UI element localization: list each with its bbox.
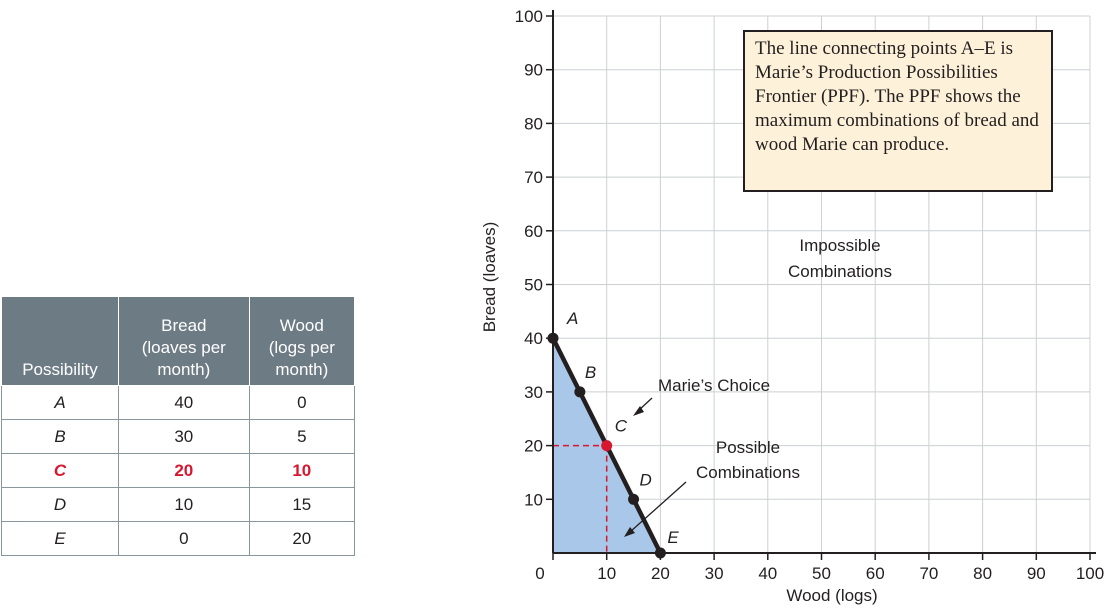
point-b	[574, 386, 586, 398]
choice-label: Marie’s Choice	[658, 376, 770, 395]
header-possibility: Possibility	[1, 296, 119, 386]
x-tick-label: 50	[812, 564, 831, 583]
point-label-a: A	[566, 309, 578, 328]
y-tick-label: 40	[524, 329, 543, 348]
x-tick-label: 70	[919, 564, 938, 583]
table-row: A 40 0	[1, 385, 356, 420]
x-tick-label: 30	[705, 564, 724, 583]
y-tick-label: 90	[524, 61, 543, 80]
possible-label-line1: Possible	[716, 438, 780, 457]
data-points: A B C D E	[547, 309, 679, 559]
x-axis-label: Wood (logs)	[786, 586, 877, 605]
ppf-note-box: The line connecting points A–E is Marie’…	[743, 30, 1053, 192]
table-row-highlighted: C 20 10	[1, 453, 356, 488]
x-tick-label: 20	[651, 564, 670, 583]
cell-bread: 10	[118, 487, 250, 522]
x-tick-label: 90	[1027, 564, 1046, 583]
point-d	[628, 493, 640, 505]
point-label-b: B	[585, 363, 596, 382]
x-tick-label: 40	[758, 564, 777, 583]
ppf-note-text: The line connecting points A–E is Marie’…	[755, 38, 1039, 155]
possible-arrow	[624, 481, 687, 537]
cell-wood: 15	[248, 487, 356, 522]
table-row: D 10 15	[1, 487, 356, 522]
x-tick-label: 100	[1076, 564, 1104, 583]
cell-wood: 20	[248, 521, 356, 556]
cell-bread: 30	[118, 419, 250, 454]
impossible-label-line1: Impossible	[799, 236, 880, 255]
cell-possibility: C	[1, 453, 119, 488]
table-row: E 0 20	[1, 521, 356, 556]
y-tick-label: 20	[524, 437, 543, 456]
y-axis-label: Bread (loaves)	[480, 222, 499, 333]
possible-label-line2: Combinations	[696, 463, 800, 482]
y-tick-label: 10	[524, 490, 543, 509]
header-wood: Wood (logs per month)	[248, 296, 356, 386]
point-label-c: C	[615, 417, 628, 436]
choice-arrow	[633, 397, 653, 416]
chosen-point-guides	[553, 444, 608, 553]
x-tick-label: 80	[973, 564, 992, 583]
impossible-label-line2: Combinations	[788, 262, 892, 281]
point-label-e: E	[667, 528, 679, 547]
tick-labels: 0 10 20 30 40 50 60 70 80 90 100 10 20 30 40 50 60 70 80 90…	[515, 7, 1105, 583]
point-e	[654, 547, 666, 559]
point-c	[601, 440, 613, 452]
y-tick-label: 50	[524, 276, 543, 295]
y-tick-label: 30	[524, 383, 543, 402]
x-tick-label: 60	[866, 564, 885, 583]
cell-possibility: E	[1, 521, 119, 556]
ppf-table: Possibility Bread (loaves per month) Woo…	[1, 296, 356, 556]
y-tick-label: 100	[515, 7, 543, 26]
cell-possibility: A	[1, 385, 119, 420]
cell-wood: 10	[248, 453, 356, 488]
point-label-d: D	[640, 470, 652, 489]
axes	[546, 10, 1096, 560]
y-tick-label: 70	[524, 168, 543, 187]
point-a	[547, 332, 559, 344]
table-row: B 30 5	[1, 419, 356, 454]
cell-possibility: B	[1, 419, 119, 454]
y-tick-label: 60	[524, 222, 543, 241]
y-tick-label: 80	[524, 114, 543, 133]
cell-bread: 0	[118, 521, 250, 556]
table-header-row: Possibility Bread (loaves per month) Woo…	[1, 296, 356, 386]
x-tick-label: 10	[597, 564, 616, 583]
x-tick-label: 0	[535, 564, 544, 583]
